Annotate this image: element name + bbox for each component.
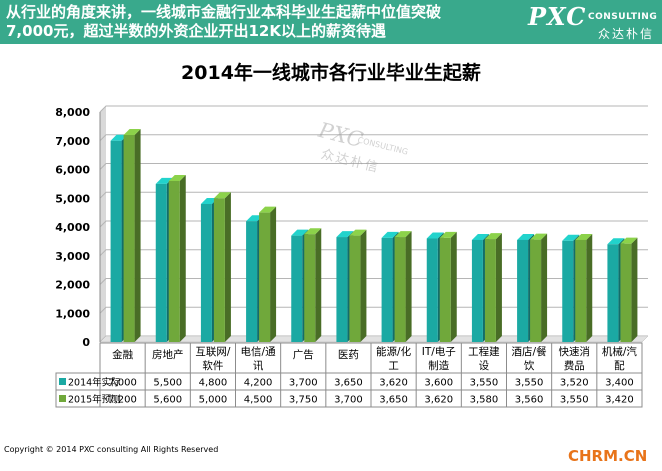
gridline xyxy=(99,249,648,257)
bar-2015 xyxy=(620,237,638,342)
x-category-label: 互联网/ xyxy=(195,346,230,358)
x-category-label: 软件 xyxy=(202,359,223,372)
x-category-label: 广告 xyxy=(293,348,314,361)
chart-title: 2014年一线城市各行业毕业生起薪 xyxy=(181,62,481,84)
data-label: 3,700 xyxy=(334,395,363,406)
y-tick-label: 6,000 xyxy=(55,164,90,177)
bar-2015 xyxy=(439,231,457,342)
bar-2015 xyxy=(213,192,231,342)
legend-swatch xyxy=(59,395,66,402)
x-category-label: 配 xyxy=(614,360,625,372)
bar-2015 xyxy=(304,228,322,342)
y-tick-label: 3,000 xyxy=(55,250,90,263)
bar-2015 xyxy=(530,233,548,342)
y-tick-label: 0 xyxy=(82,336,90,349)
bar-2015 xyxy=(394,231,412,342)
x-category-label: 工 xyxy=(388,360,399,372)
legend-series-name: 2014年实际 xyxy=(68,377,121,389)
data-label: 3,620 xyxy=(379,378,408,389)
x-category-label: 机械/汽 xyxy=(602,345,638,358)
data-label: 5,600 xyxy=(153,395,182,406)
bar-2015 xyxy=(484,233,502,342)
data-label: 7,000 xyxy=(108,378,137,389)
gridline xyxy=(99,134,648,142)
logo-consulting: CONSULTING xyxy=(588,12,658,22)
data-label: 3,520 xyxy=(560,378,589,389)
headline-line-2: 7,000元，超过半数的外资企业开出12K以上的薪资待遇 xyxy=(6,22,386,40)
y-tick-label: 5,000 xyxy=(55,192,90,205)
gridline xyxy=(99,191,648,199)
source-watermark: CHRM.CN xyxy=(568,447,648,465)
gridline xyxy=(99,306,648,314)
data-label: 5,000 xyxy=(199,395,228,406)
data-label: 3,580 xyxy=(470,395,499,406)
x-category-label: 设 xyxy=(479,360,490,372)
data-label: 3,550 xyxy=(470,378,499,389)
legend-series-name: 2015年预测 xyxy=(68,394,121,406)
gridline xyxy=(99,220,648,228)
data-label: 3,650 xyxy=(334,378,363,389)
legend-swatch xyxy=(59,378,66,385)
x-category-label: 房地产 xyxy=(152,348,184,361)
bar-2015 xyxy=(575,233,593,342)
pxc-logo: PXC CONSULTING 众达朴信 xyxy=(528,2,662,42)
logo-chinese-name: 众达朴信 xyxy=(598,27,655,41)
x-category-label: 电信/通 xyxy=(241,345,277,358)
data-label: 3,550 xyxy=(560,395,589,406)
data-label: 5,500 xyxy=(153,378,182,389)
data-label: 7,200 xyxy=(108,395,137,406)
data-label: 3,560 xyxy=(515,395,544,406)
logo-wordmark: PXC xyxy=(528,2,587,31)
y-tick-label: 8,000 xyxy=(55,106,90,119)
gridline xyxy=(99,163,648,170)
x-category-label: 讯 xyxy=(253,359,264,372)
bar-2015 xyxy=(123,129,141,342)
data-label: 3,650 xyxy=(379,395,408,406)
bar-2015 xyxy=(168,175,186,342)
headline-line-1: 从行业的角度来讲，一线城市金融行业本科毕业生起薪中位值突破 xyxy=(6,3,442,21)
gridline xyxy=(99,105,648,113)
data-label: 3,550 xyxy=(515,378,544,389)
data-label: 3,600 xyxy=(424,378,453,389)
x-category-label: 费品 xyxy=(564,359,585,372)
bar-chart: 0 1,000 2,000 3,000 4,000 5,000 6,000 7,000 8,00… xyxy=(55,105,649,408)
data-label: 3,750 xyxy=(289,395,318,406)
gridline xyxy=(99,278,648,285)
chart-floor xyxy=(99,335,649,343)
x-category-label: 制造 xyxy=(428,359,449,372)
data-label: 3,420 xyxy=(605,395,634,406)
y-tick-label: 7,000 xyxy=(55,135,90,148)
data-label: 4,500 xyxy=(244,395,273,406)
y-tick-label: 1,000 xyxy=(55,307,90,320)
data-label: 4,200 xyxy=(244,378,273,389)
copyright-notice: Copyright © 2014 PXC consulting All Righ… xyxy=(4,445,219,454)
x-category-label: 医药 xyxy=(338,349,359,361)
header-banner: 从行业的角度来讲，一线城市金融行业本科毕业生起薪中位值突破 7,000元，超过半… xyxy=(0,0,662,44)
x-category-label: 能源/化 xyxy=(376,345,412,358)
x-category-label: IT/电子 xyxy=(422,345,456,358)
x-category-label: 饮 xyxy=(524,359,535,372)
data-label: 3,620 xyxy=(424,395,453,406)
bar-2015 xyxy=(259,206,277,342)
x-category-label: 工程建 xyxy=(468,345,500,358)
y-tick-label: 4,000 xyxy=(55,221,90,234)
bar-2015 xyxy=(349,229,367,342)
x-category-label: 酒店/餐 xyxy=(512,345,548,358)
x-category-label: 金融 xyxy=(112,348,133,361)
y-tick-label: 2,000 xyxy=(55,279,90,292)
headline: 从行业的角度来讲，一线城市金融行业本科毕业生起薪中位值突破 7,000元，超过半… xyxy=(6,3,506,41)
data-label: 3,700 xyxy=(289,378,318,389)
data-label: 3,400 xyxy=(605,378,634,389)
data-label: 4,800 xyxy=(199,378,228,389)
x-category-label: 快速消 xyxy=(559,345,591,358)
